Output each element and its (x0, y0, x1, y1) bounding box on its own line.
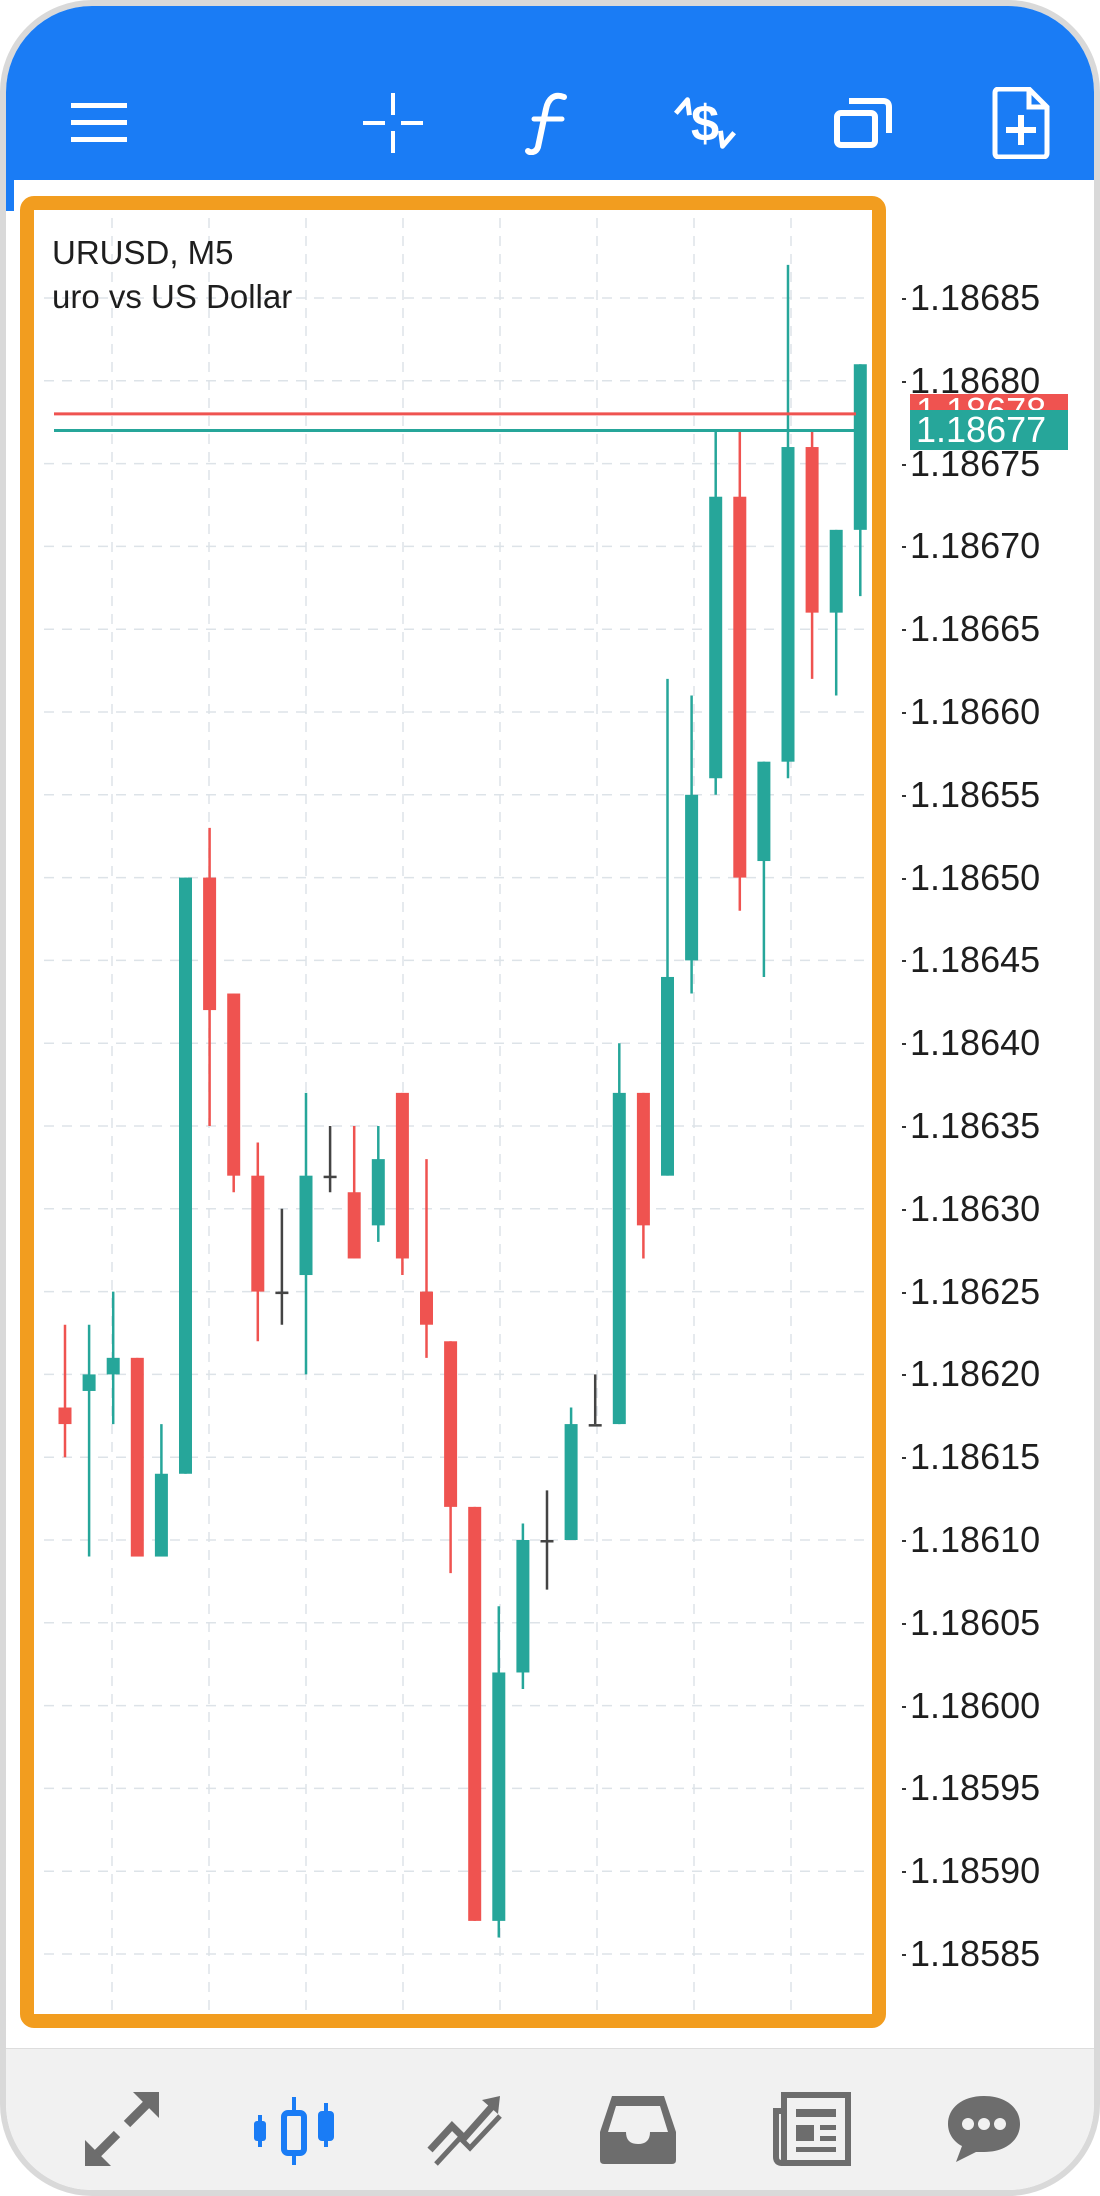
candle-body (588, 1424, 602, 1427)
candle-body (468, 1506, 482, 1921)
candle-body (106, 1357, 120, 1375)
price-axis-label: 1.18620 (901, 1353, 1041, 1395)
candle-body (227, 993, 241, 1176)
candle-body (853, 364, 867, 530)
candle-body (130, 1357, 144, 1557)
history-icon[interactable] (596, 2087, 680, 2171)
price-axis-label: 1.18630 (901, 1187, 1041, 1229)
indicators-icon[interactable] (514, 88, 584, 158)
candle-body (323, 1175, 337, 1179)
candle-body (371, 1159, 385, 1226)
candle-body (179, 877, 192, 1474)
menu-icon[interactable] (64, 88, 134, 158)
candle-body (757, 761, 771, 862)
price-axis-label: 1.18680 (901, 359, 1041, 401)
price-axis-label: 1.18665 (901, 608, 1041, 650)
price-axis-label: 1.18595 (901, 1767, 1041, 1809)
price-axis-label: 1.18585 (901, 1933, 1041, 1974)
candle-body (661, 976, 674, 1176)
price-axis-label: 1.18685 (901, 277, 1041, 318)
candle-body (564, 1424, 578, 1540)
candlestick-chart[interactable] (14, 180, 1100, 2050)
bottom-navigation (6, 2048, 1094, 2190)
candle-body (781, 447, 795, 762)
candle-body (275, 1291, 289, 1295)
candle-body (709, 496, 723, 779)
candle-body (395, 1092, 409, 1259)
candle-body (82, 1374, 96, 1391)
trade-icon[interactable]: $ (670, 88, 740, 158)
price-axis-label: 1.18610 (901, 1519, 1041, 1560)
chart-description: uro vs US Dollar (52, 278, 293, 315)
bid-price-tag: 1.18677 (910, 410, 1068, 450)
price-axis-label: 1.18650 (901, 856, 1041, 898)
candle-body (805, 447, 819, 613)
candle-body (203, 877, 217, 1011)
price-axis-label: 1.18590 (901, 1850, 1041, 1892)
svg-text:$: $ (691, 95, 719, 152)
candle-body (829, 529, 843, 613)
price-axis-label: 1.18655 (901, 773, 1041, 815)
trade-tab-icon[interactable] (424, 2087, 508, 2171)
candle-body (251, 1175, 265, 1292)
price-axis-label: 1.18605 (901, 1601, 1041, 1643)
candle-body (492, 1672, 506, 1921)
messages-icon[interactable] (942, 2087, 1026, 2171)
candle-body (516, 1540, 530, 1673)
candle-body (154, 1473, 168, 1557)
quotes-icon[interactable] (80, 2087, 164, 2171)
crosshair-icon[interactable] (358, 88, 428, 158)
new-order-icon[interactable] (986, 87, 1056, 159)
windows-icon[interactable] (828, 88, 898, 158)
chart-icon[interactable] (252, 2087, 336, 2171)
candle-body (540, 1540, 554, 1543)
candle-body (612, 1092, 626, 1425)
price-axis-label: 1.18670 (901, 525, 1041, 567)
price-axis-label: 1.18645 (901, 939, 1041, 981)
candle-body (444, 1341, 458, 1507)
candle-body (58, 1407, 72, 1425)
top-toolbar: $ (6, 6, 1094, 211)
chart-area[interactable] (14, 180, 1100, 2050)
candle-body (636, 1092, 650, 1226)
candle-body (733, 496, 747, 878)
news-icon[interactable] (770, 2087, 854, 2171)
candle-body (685, 794, 699, 961)
price-axis-label: 1.18640 (901, 1022, 1041, 1064)
price-axis-label: 1.18615 (901, 1436, 1041, 1478)
candle-body (420, 1291, 433, 1325)
price-axis-label: 1.18635 (901, 1105, 1041, 1146)
price-axis-label: 1.18660 (901, 691, 1041, 732)
price-axis-label: 1.18625 (901, 1270, 1041, 1312)
candle-body (347, 1192, 361, 1259)
chart-symbol: URUSD, M5 (52, 234, 234, 271)
price-axis-label: 1.18600 (901, 1684, 1041, 1726)
candle-body (299, 1175, 313, 1276)
